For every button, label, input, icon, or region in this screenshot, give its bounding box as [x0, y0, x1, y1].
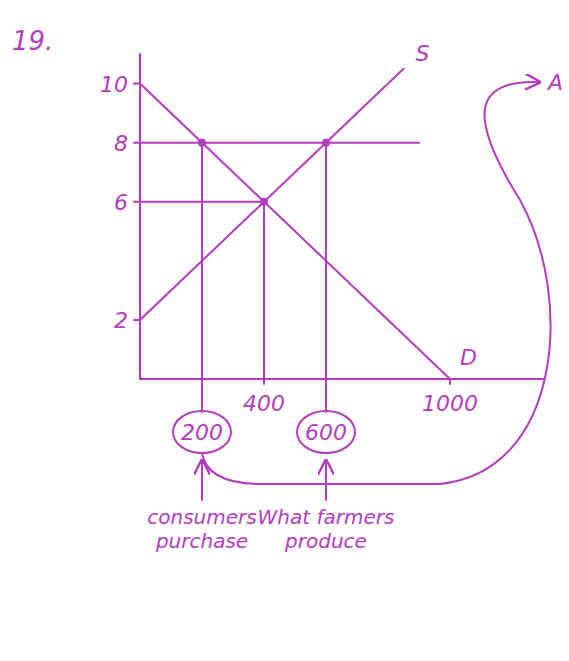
- chart: 19. 2 6 8 10 400 1000 S D 200 consumerspurchase 600…: [0, 0, 569, 661]
- title: 19.: [12, 26, 53, 56]
- connector: [325, 379, 327, 412]
- plot-area: [140, 69, 450, 379]
- x-axis: [140, 378, 543, 380]
- guide-line: [140, 142, 419, 144]
- annotation: A: [546, 70, 563, 95]
- curve-D: [140, 84, 450, 379]
- x-tick: [263, 379, 265, 384]
- label-circle: [297, 411, 355, 453]
- guide-line: [201, 143, 203, 379]
- y-tick: [134, 319, 140, 321]
- series-label: S: [416, 41, 430, 66]
- circled-label: 200: [181, 420, 223, 445]
- x-tick-label: 400: [243, 391, 285, 416]
- caption-arrow: [325, 462, 327, 500]
- guide-line: [325, 143, 327, 379]
- caption-line: What farmers: [258, 505, 395, 529]
- caption-line: consumers: [147, 505, 256, 529]
- y-tick-label: 2: [114, 308, 128, 333]
- series-label: D: [460, 345, 477, 370]
- y-axis: [139, 54, 141, 379]
- y-tick-label: 6: [114, 190, 128, 215]
- y-tick: [134, 201, 140, 203]
- x-tick-label: 1000: [422, 391, 478, 416]
- point: [260, 198, 268, 206]
- y-tick-label: 8: [114, 131, 128, 156]
- y-tick: [134, 83, 140, 85]
- x-tick: [449, 379, 451, 384]
- caption: consumerspurchase: [147, 505, 256, 553]
- point: [198, 139, 206, 147]
- caption-line: produce: [284, 529, 367, 553]
- guide-line: [263, 202, 265, 379]
- circled-label: 600: [305, 420, 347, 445]
- y-tick: [134, 142, 140, 144]
- caption: What farmersproduce: [258, 505, 395, 553]
- bracket: [202, 82, 551, 484]
- connector: [201, 379, 203, 412]
- point: [322, 139, 330, 147]
- caption-line: purchase: [155, 529, 248, 553]
- label-circle: [173, 411, 231, 453]
- y-tick-label: 10: [100, 72, 128, 97]
- caption-arrow: [201, 462, 203, 500]
- curve-S: [140, 69, 404, 320]
